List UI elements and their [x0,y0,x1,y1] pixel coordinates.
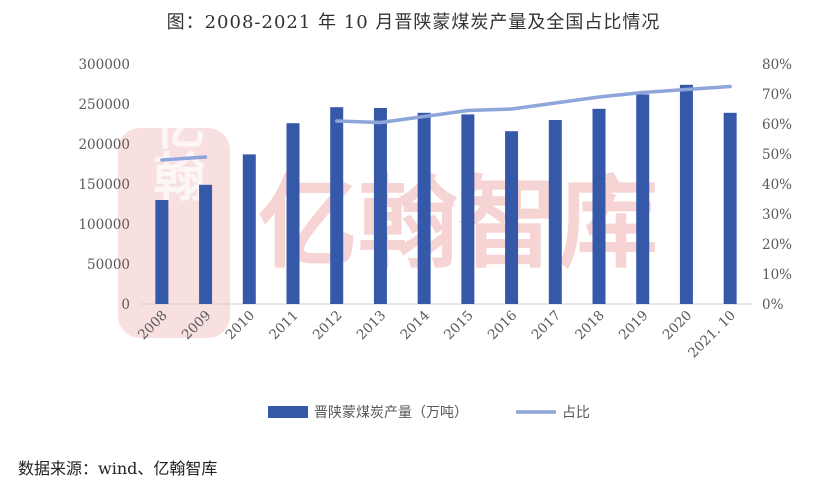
left-tick-label: 50000 [87,257,130,273]
bar [505,131,519,304]
x-tick-label: 2014 [397,308,433,344]
bar [461,114,475,305]
bar [679,84,693,304]
right-tick-label: 50% [762,147,792,163]
left-tick-label: 250000 [78,97,130,113]
bar [330,107,344,304]
x-tick-label: 2013 [354,308,390,344]
bar [155,200,169,304]
bar [636,94,650,305]
x-tick-label: 2016 [485,308,521,344]
watermark-text: 亿翰智库 [258,165,658,282]
left-tick-label: 0 [121,297,130,313]
chart-title: 图：2008-2021 年 10 月晋陕蒙煤炭产量及全国占比情况 [166,12,661,33]
x-tick-label: 2012 [310,308,346,344]
bar [548,120,562,304]
bar [592,108,606,304]
legend-line-label: 占比 [562,405,590,421]
left-tick-label: 100000 [78,217,130,233]
x-tick-label: 2017 [529,308,565,344]
source-note: 数据来源：wind、亿翰智库 [18,459,218,478]
right-tick-label: 70% [762,87,792,103]
left-tick-label: 200000 [78,137,130,153]
legend-bar-label: 晋陕蒙煤炭产量（万吨） [314,405,468,421]
x-tick-label: 2021. 10 [685,308,739,362]
right-tick-label: 30% [762,207,792,223]
bar [242,154,256,304]
x-tick-label: 2020 [660,308,696,344]
legend: 晋陕蒙煤炭产量（万吨） 占比 [268,405,590,421]
left-tick-label: 150000 [78,177,130,193]
share-line-segment [160,155,208,162]
x-tick-label: 2015 [441,308,477,344]
right-tick-label: 20% [762,237,792,253]
right-axis-ticks: 0% 10% 20% 30% 40% 50% 60% 70% 80% [762,57,792,313]
watermark-logo-text: 亿翰 [144,98,205,202]
bar-series [155,84,737,305]
right-tick-label: 40% [762,177,792,193]
bar [723,112,737,304]
x-tick-label: 2019 [616,308,652,344]
bar [417,112,431,304]
left-axis-ticks: 0 50000 100000 150000 200000 250000 300000 [78,57,130,313]
bar [373,108,387,304]
right-tick-label: 60% [762,117,792,133]
x-tick-label: 2011 [266,308,302,344]
line-series [160,84,732,162]
x-tick-label: 2018 [572,308,608,344]
legend-bar-swatch [268,406,308,418]
bar [286,123,300,304]
right-tick-label: 0% [762,297,784,313]
bar [199,184,213,304]
left-tick-label: 300000 [78,57,130,73]
right-tick-label: 80% [762,57,792,73]
right-tick-label: 10% [762,267,792,283]
share-line-segment [334,84,732,125]
